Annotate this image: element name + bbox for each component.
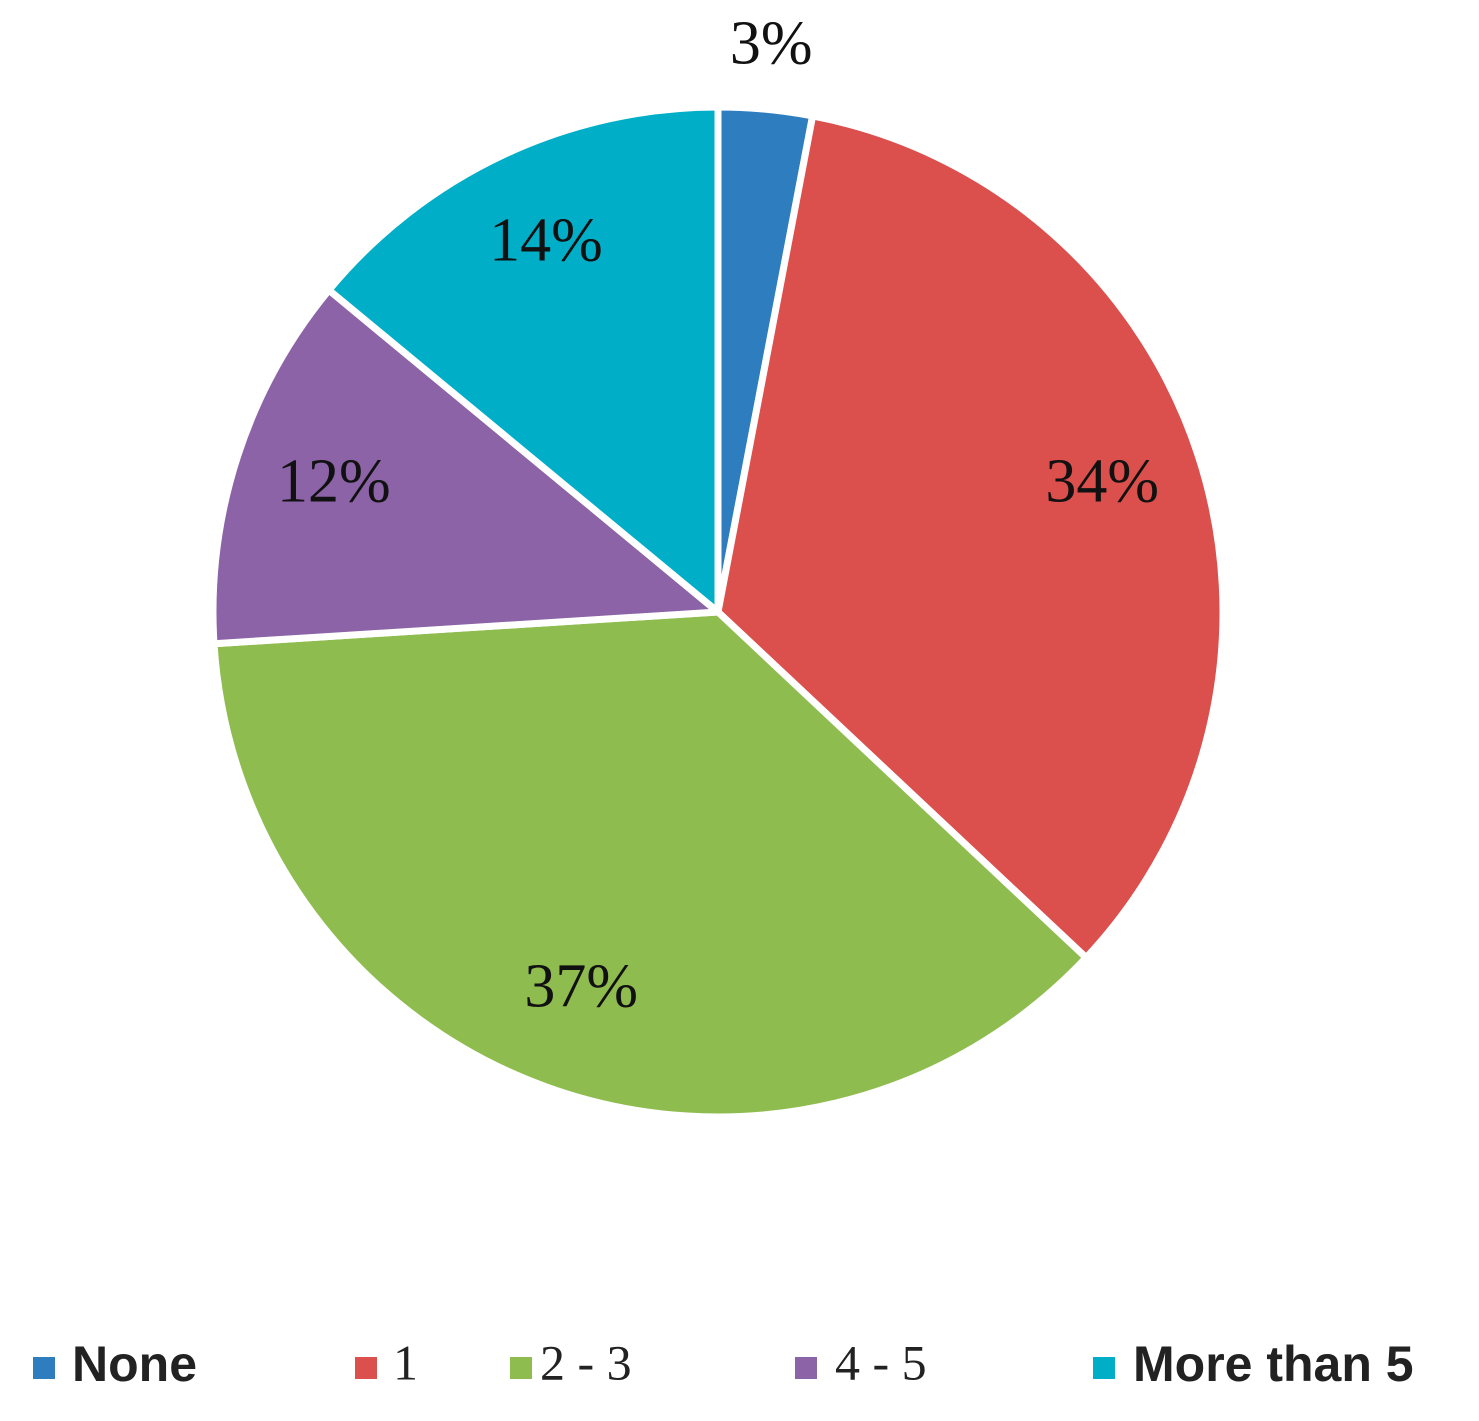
legend-label: More than 5 (1133, 1336, 1414, 1392)
legend-label: 2 - 3 (540, 1334, 632, 1390)
pie-slice (210, 608, 1090, 1121)
value-label: 3% (730, 10, 813, 78)
legend-label: 1 (393, 1334, 418, 1390)
pie-slice (714, 112, 1227, 962)
pie-slice (209, 286, 722, 648)
pie-slice (325, 103, 722, 616)
legend-swatch (510, 1357, 532, 1379)
legend-label: None (72, 1336, 197, 1392)
legend-label: 4 - 5 (835, 1334, 927, 1390)
legend-swatch (1093, 1357, 1115, 1379)
legend-swatch (355, 1357, 377, 1379)
value-label: 14% (489, 207, 603, 275)
legend-swatch (33, 1357, 55, 1379)
value-label: 34% (1045, 447, 1159, 515)
legend-swatch (795, 1357, 817, 1379)
value-label: 12% (277, 447, 391, 515)
value-label: 37% (524, 952, 638, 1020)
